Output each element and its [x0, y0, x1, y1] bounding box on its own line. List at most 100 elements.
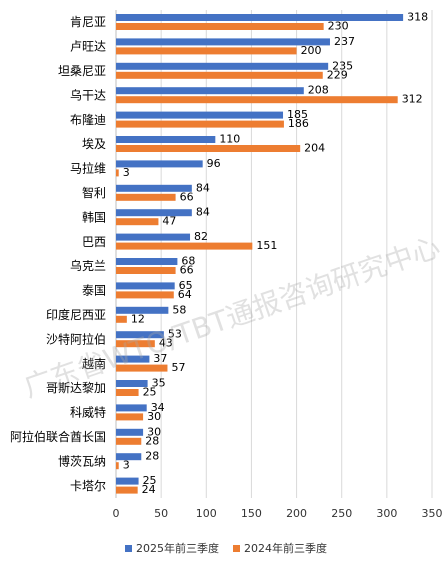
- legend-label-0: 2025年前三季度: [136, 541, 219, 555]
- data-label-series1-12: 12: [131, 312, 145, 325]
- bar-series0-3: [116, 87, 304, 95]
- bar-series1-12: [116, 315, 127, 323]
- bar-series1-7: [116, 193, 176, 201]
- data-label-series0-8: 84: [196, 206, 210, 219]
- category-label-10: 乌克兰: [70, 258, 106, 273]
- data-label-series0-6: 96: [207, 157, 221, 170]
- data-label-series1-9: 151: [256, 239, 277, 252]
- data-label-series1-18: 3: [123, 459, 130, 472]
- x-tick-label-2: 100: [196, 507, 217, 520]
- data-label-series1-0: 230: [328, 20, 349, 33]
- data-label-series1-6: 3: [123, 166, 130, 179]
- category-label-8: 韩国: [82, 209, 106, 224]
- bar-series1-17: [116, 437, 142, 445]
- data-label-series0-17: 30: [147, 425, 161, 438]
- data-label-series1-3: 312: [402, 93, 423, 106]
- data-label-series1-19: 24: [142, 483, 156, 496]
- x-tick-label-5: 250: [331, 507, 352, 520]
- category-label-19: 卡塔尔: [70, 478, 106, 493]
- bar-series1-9: [116, 242, 253, 250]
- data-label-series1-10: 66: [180, 264, 194, 277]
- x-tick-label-6: 300: [376, 507, 397, 520]
- data-label-series1-4: 186: [288, 117, 309, 130]
- bar-series1-2: [116, 71, 323, 79]
- data-label-series0-7: 84: [196, 181, 210, 194]
- bar-series0-14: [116, 355, 150, 363]
- bar-series1-14: [116, 364, 168, 372]
- bar-series1-3: [116, 96, 398, 104]
- category-label-16: 科威特: [70, 405, 106, 420]
- bar-series1-11: [116, 291, 174, 299]
- bar-series1-18: [116, 462, 119, 470]
- category-label-18: 博茨瓦纳: [58, 453, 106, 468]
- data-label-series0-9: 82: [194, 230, 208, 243]
- bar-series0-1: [116, 38, 330, 46]
- data-label-series1-1: 200: [301, 44, 322, 57]
- bar-series1-1: [116, 47, 297, 55]
- category-label-12: 印度尼西亚: [46, 307, 106, 322]
- data-label-series0-3: 208: [308, 84, 329, 97]
- data-label-series1-5: 204: [304, 142, 325, 155]
- bar-series0-11: [116, 282, 175, 290]
- data-label-series0-2: 235: [332, 59, 353, 72]
- category-label-2: 坦桑尼亚: [58, 64, 106, 78]
- category-label-9: 巴西: [82, 235, 106, 249]
- bar-series0-19: [116, 477, 139, 485]
- category-label-11: 泰国: [82, 284, 106, 298]
- bar-series0-5: [116, 136, 216, 143]
- bar-series1-5: [116, 145, 301, 152]
- category-label-5: 埃及: [82, 137, 106, 151]
- category-label-7: 智利: [82, 185, 106, 200]
- category-label-6: 马拉维: [70, 161, 106, 176]
- x-tick-label-7: 350: [422, 507, 443, 520]
- x-tick-label-4: 200: [286, 507, 307, 520]
- data-label-series0-5: 110: [219, 133, 240, 146]
- data-label-series1-2: 229: [327, 68, 348, 81]
- data-label-series1-13: 43: [159, 337, 173, 350]
- bar-series0-9: [116, 233, 191, 241]
- bar-series0-12: [116, 306, 169, 314]
- bar-series1-16: [116, 413, 144, 421]
- bar-series1-8: [116, 218, 159, 226]
- bar-series1-4: [116, 120, 284, 128]
- category-label-1: 卢旺达: [70, 39, 106, 54]
- bar-series1-10: [116, 267, 176, 274]
- bar-series0-17: [116, 428, 144, 436]
- category-label-15: 哥斯达黎加: [46, 381, 106, 395]
- bar-series0-0: [116, 14, 404, 21]
- bar-series1-0: [116, 23, 324, 30]
- data-label-series1-16: 30: [147, 410, 161, 423]
- category-label-3: 乌干达: [70, 87, 106, 102]
- data-label-series0-13: 53: [168, 328, 182, 341]
- legend-label-1: 2024年前三季度: [244, 541, 327, 555]
- bar-series0-7: [116, 184, 192, 192]
- x-tick-label-3: 150: [241, 507, 262, 520]
- data-label-series0-14: 37: [153, 352, 167, 365]
- bar-series1-19: [116, 486, 138, 494]
- bar-series0-8: [116, 209, 192, 217]
- bar-series0-6: [116, 160, 203, 168]
- bar-series0-16: [116, 404, 147, 412]
- data-label-series0-0: 318: [407, 11, 428, 24]
- data-label-series1-15: 25: [143, 386, 157, 399]
- data-label-series0-1: 237: [334, 35, 355, 48]
- bar-series0-15: [116, 380, 148, 387]
- data-label-series0-19: 25: [143, 474, 157, 487]
- data-label-series0-4: 185: [287, 108, 308, 121]
- category-label-4: 布隆迪: [70, 112, 106, 127]
- data-label-series0-11: 65: [179, 279, 193, 292]
- bar-series1-6: [116, 169, 119, 177]
- category-label-14: 越南: [82, 356, 106, 371]
- bar-series1-13: [116, 340, 155, 348]
- bar-series1-15: [116, 389, 139, 396]
- bar-series0-13: [116, 331, 164, 339]
- category-label-17: 阿拉伯联合酋长国: [10, 429, 106, 444]
- data-label-series1-7: 66: [180, 190, 194, 203]
- bar-series0-10: [116, 258, 178, 265]
- category-label-0: 肯尼亚: [70, 15, 106, 29]
- data-label-series1-11: 64: [178, 288, 192, 301]
- data-label-series0-10: 68: [181, 255, 195, 268]
- legend-swatch-1: [233, 545, 240, 552]
- data-label-series1-8: 47: [162, 215, 176, 228]
